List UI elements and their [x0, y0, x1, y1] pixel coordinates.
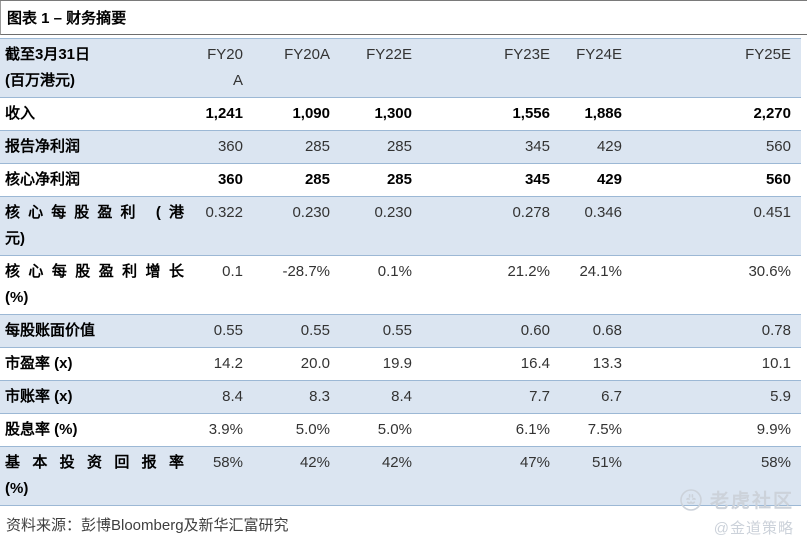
cell: 21.2% — [422, 255, 560, 315]
table-row: 核心净利润 360 285 285 345 429 560 — [0, 163, 801, 197]
cell: 30.6% — [632, 255, 801, 315]
header-col-2-fy20a: FY20A — [253, 38, 340, 98]
cell: 1,090 — [253, 97, 340, 131]
cell: 0.68 — [560, 314, 632, 348]
cell: 3.9% — [190, 413, 253, 447]
row-label: 市盈率 (x) — [0, 347, 190, 381]
table-row: 基本投资回报率 (%) 58% 42% 42% 47% 51% 58% — [0, 446, 801, 506]
row-label: 股息率 (%) — [0, 413, 190, 447]
cell: 285 — [340, 163, 422, 197]
cell: 6.7 — [560, 380, 632, 414]
table-row: 每股账面价值 0.55 0.55 0.55 0.60 0.68 0.78 — [0, 314, 801, 348]
table-header-row: 截至3月31日 (百万港元) FY20A FY20A FY22E FY23E FY24E… — [0, 38, 801, 98]
cell: 5.0% — [340, 413, 422, 447]
cell: 560 — [632, 163, 801, 197]
table-row: 股息率 (%) 3.9% 5.0% 5.0% 6.1% 7.5% 9.9% — [0, 413, 801, 447]
watermark-brand-row: 老虎社区 — [679, 486, 794, 513]
cell: 0.60 — [422, 314, 560, 348]
table-row: 市账率 (x) 8.4 8.3 8.4 7.7 6.7 5.9 — [0, 380, 801, 414]
table-row: 核心每股盈利 (港 元) 0.322 0.230 0.230 0.278 0.346 0.45… — [0, 196, 801, 256]
cell: 6.1% — [422, 413, 560, 447]
cell: 7.5% — [560, 413, 632, 447]
cell: 1,886 — [560, 97, 632, 131]
watermark: 老虎社区 @金道策略 — [679, 486, 794, 538]
cell: 560 — [632, 130, 801, 164]
cell: 345 — [422, 163, 560, 197]
cell: 429 — [560, 163, 632, 197]
cell: 19.9 — [340, 347, 422, 381]
cell: 2,270 — [632, 97, 801, 131]
cell: 13.3 — [560, 347, 632, 381]
table-caption: 图表 1 – 财务摘要 — [0, 1, 807, 35]
cell: 16.4 — [422, 347, 560, 381]
row-label: 报告净利润 — [0, 130, 190, 164]
table-row: 收入 1,241 1,090 1,300 1,556 1,886 2,270 — [0, 97, 801, 131]
cell: 58% — [632, 446, 801, 506]
cell: 42% — [340, 446, 422, 506]
cell: 0.278 — [422, 196, 560, 256]
cell: 0.1 — [190, 255, 253, 315]
row-label: 收入 — [0, 97, 190, 131]
cell: 360 — [190, 163, 253, 197]
cell: 429 — [560, 130, 632, 164]
cell: 0.55 — [340, 314, 422, 348]
cell: 0.346 — [560, 196, 632, 256]
watermark-brand-text: 老虎社区 — [709, 491, 794, 512]
row-label: 基本投资回报率 (%) — [0, 446, 190, 506]
table-row: 市盈率 (x) 14.2 20.0 19.9 16.4 13.3 10.1 — [0, 347, 801, 381]
cell: 360 — [190, 130, 253, 164]
cell: 24.1% — [560, 255, 632, 315]
header-col-5-fy24e: FY24E — [560, 38, 632, 98]
source-note: 资料来源：彭博Bloomberg及新华汇富研究 — [6, 517, 289, 534]
cell: 0.1% — [340, 255, 422, 315]
table-row: 核心每股盈利增长 (%) 0.1 -28.7% 0.1% 21.2% 24.1% 30.6% — [0, 255, 801, 315]
header-period-line2: (百万港元) — [5, 72, 75, 89]
cell: 5.0% — [253, 413, 340, 447]
header-col-1-fy20a: FY20A — [190, 38, 253, 98]
cell: 0.78 — [632, 314, 801, 348]
cell: 0.230 — [340, 196, 422, 256]
cell: 0.451 — [632, 196, 801, 256]
cell: 1,241 — [190, 97, 253, 131]
cell: 285 — [340, 130, 422, 164]
financial-summary-table: 截至3月31日 (百万港元) FY20A FY20A FY22E FY23E FY24E… — [0, 38, 801, 506]
cell: 1,556 — [422, 97, 560, 131]
cell: 0.322 — [190, 196, 253, 256]
cell: 7.7 — [422, 380, 560, 414]
cell: 1,300 — [340, 97, 422, 131]
cell: 58% — [190, 446, 253, 506]
cell: 10.1 — [632, 347, 801, 381]
row-label: 核心每股盈利 (港 元) — [0, 196, 190, 256]
header-col-3-fy22e: FY22E — [340, 38, 422, 98]
cell: 285 — [253, 163, 340, 197]
header-col-6-fy25e: FY25E — [632, 38, 801, 98]
cell: 51% — [560, 446, 632, 506]
header-period-label: 截至3月31日 (百万港元) — [0, 38, 190, 98]
cell: 0.55 — [253, 314, 340, 348]
cell: 345 — [422, 130, 560, 164]
cell: -28.7% — [253, 255, 340, 315]
header-period-line1: 截至3月31日 — [5, 46, 91, 63]
row-label: 每股账面价值 — [0, 314, 190, 348]
cell: 14.2 — [190, 347, 253, 381]
cell: 0.230 — [253, 196, 340, 256]
cell: 8.4 — [340, 380, 422, 414]
row-label: 核心净利润 — [0, 163, 190, 197]
header-col-4-fy23e: FY23E — [422, 38, 560, 98]
row-label: 核心每股盈利增长 (%) — [0, 255, 190, 315]
row-label: 市账率 (x) — [0, 380, 190, 414]
cell: 9.9% — [632, 413, 801, 447]
table-row: 报告净利润 360 285 285 345 429 560 — [0, 130, 801, 164]
cell: 20.0 — [253, 347, 340, 381]
cell: 42% — [253, 446, 340, 506]
cell: 285 — [253, 130, 340, 164]
cell: 47% — [422, 446, 560, 506]
tiger-logo-icon — [679, 488, 703, 512]
cell: 5.9 — [632, 380, 801, 414]
watermark-handle: @金道策略 — [713, 520, 794, 537]
cell: 8.4 — [190, 380, 253, 414]
cell: 8.3 — [253, 380, 340, 414]
cell: 0.55 — [190, 314, 253, 348]
